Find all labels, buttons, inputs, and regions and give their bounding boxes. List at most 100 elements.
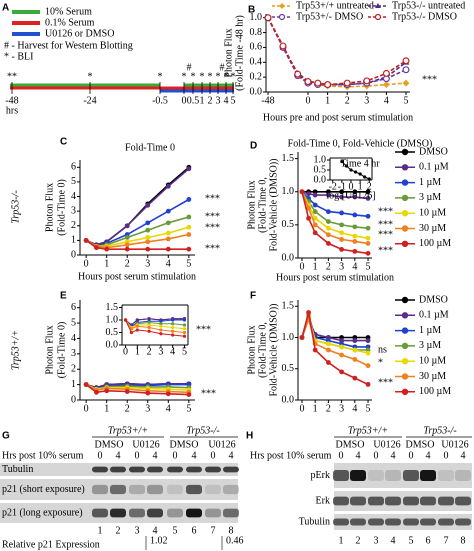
- legend-label: DMSO: [419, 294, 448, 305]
- y-tick-label: 4: [71, 333, 76, 344]
- panel-letter: F: [250, 291, 256, 302]
- timeline-unit: hrs: [6, 105, 18, 116]
- y-tick-label: 1: [71, 235, 76, 246]
- marker: [365, 250, 371, 256]
- time-value: 4: [461, 450, 466, 461]
- legend-label: 0.1 µM: [419, 310, 449, 321]
- marker: [306, 205, 311, 211]
- time-value: 4: [192, 450, 197, 461]
- marker: [165, 183, 171, 189]
- x-tick-label: 2: [147, 346, 152, 357]
- row-label: Tubulin: [299, 516, 330, 527]
- series-line: [301, 312, 369, 386]
- marker: [352, 338, 358, 344]
- x-tick-label: 3: [145, 403, 150, 414]
- marker: [159, 324, 163, 328]
- legend-marker: [401, 312, 409, 319]
- marker: [363, 175, 367, 179]
- annotation: ***: [205, 222, 220, 233]
- y-tick-label: 0: [71, 249, 76, 260]
- quant-value: 0.46: [226, 535, 244, 546]
- blot-band: [333, 496, 349, 506]
- blot-band: [403, 496, 419, 506]
- treatment-label: DMSO: [406, 439, 435, 450]
- legend-label: Trp53-/- DMSO: [392, 11, 457, 22]
- marker: [124, 242, 130, 248]
- marker: [325, 189, 331, 195]
- time-label: Hrs post 10% serum: [2, 450, 84, 461]
- marker: [365, 381, 371, 387]
- marker: [365, 189, 371, 195]
- blot-band: [129, 466, 145, 473]
- marker: [383, 81, 390, 88]
- note: # - Harvest for Western Blotting: [4, 40, 133, 51]
- marker: [365, 225, 371, 231]
- blot-band: [385, 470, 401, 481]
- panel-letter: G: [2, 431, 10, 442]
- y-tick-label: 1.0: [106, 314, 119, 325]
- blot-band: [403, 518, 419, 526]
- legend-marker: [401, 210, 409, 217]
- timeline-label: 0.5: [187, 95, 200, 106]
- x-tick-label: 3: [158, 346, 163, 357]
- marker: [145, 390, 151, 396]
- marker: [159, 319, 163, 323]
- legend-label: 10 µM: [419, 207, 446, 218]
- marker: [352, 189, 358, 195]
- marker: [312, 192, 318, 198]
- marker: [159, 332, 163, 336]
- x-tick-label: -2: [329, 181, 337, 192]
- marker: [124, 235, 130, 240]
- marker: [83, 237, 89, 243]
- y-tick-label: 0.5: [314, 164, 327, 175]
- legend-marker: [401, 358, 409, 365]
- marker: [299, 335, 305, 340]
- y-tick-label: 2: [71, 364, 76, 375]
- lane-number: 2: [356, 535, 361, 546]
- marker: [312, 230, 318, 236]
- row-label: Tubulin: [2, 464, 33, 475]
- treatment-label: U0126: [441, 439, 468, 450]
- marker: [182, 318, 187, 322]
- marker: [182, 327, 187, 331]
- time-value: 4: [153, 450, 158, 461]
- marker: [352, 224, 358, 230]
- annotation: ***: [205, 243, 220, 254]
- marker: [147, 320, 151, 325]
- marker: [94, 245, 99, 251]
- time-value: 0: [444, 450, 449, 461]
- timeline-marker: *: [191, 71, 196, 82]
- marker: [186, 232, 192, 237]
- blot-band: [403, 470, 419, 481]
- marker: [352, 356, 358, 362]
- blot-band: [223, 484, 239, 495]
- marker: [344, 164, 349, 168]
- blot-band: [385, 496, 401, 506]
- y-tick-label: 0.0: [282, 252, 295, 263]
- legend-marker: [279, 3, 285, 9]
- marker: [312, 222, 318, 228]
- lane-number: 6: [426, 535, 431, 546]
- marker: [339, 189, 345, 195]
- legend-label: 10 µM: [419, 355, 446, 366]
- marker: [306, 310, 311, 315]
- annotation: ***: [205, 211, 220, 222]
- blot-band: [368, 518, 384, 526]
- timeline-label: 3: [216, 95, 221, 106]
- annotation: ***: [378, 377, 393, 388]
- lane-number: 3: [135, 525, 140, 536]
- marker: [104, 246, 110, 252]
- group-label: Trp53-/-: [423, 425, 456, 436]
- marker: [186, 166, 192, 172]
- x-tick-label: 2: [326, 403, 331, 414]
- time-label: Hrs post 10% serum: [250, 450, 332, 461]
- y-tick-label: 1.0: [250, 12, 263, 23]
- note: * - BLI: [4, 51, 33, 62]
- blot-band: [438, 496, 454, 506]
- marker: [402, 57, 410, 65]
- marker: [343, 79, 351, 87]
- treatment-label: U0126: [208, 439, 235, 450]
- marker: [365, 235, 371, 241]
- marker: [365, 195, 371, 201]
